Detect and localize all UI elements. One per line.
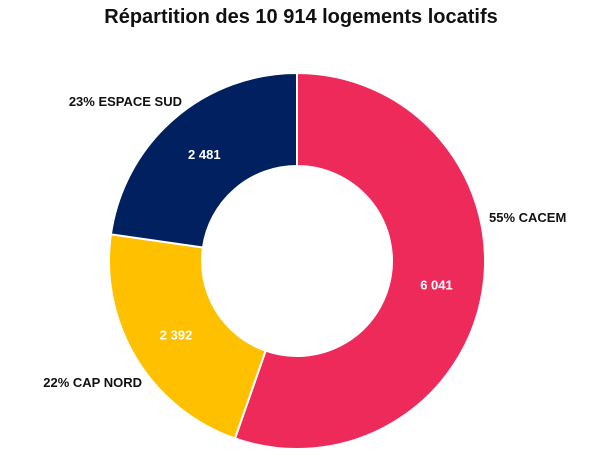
category-labels: 55% CACEM 22% CAP NORD 23% ESPACE SUD (43, 94, 566, 390)
chart-title: Répartition des 10 914 logements locatif… (104, 6, 498, 28)
slice-cap-nord (108, 233, 267, 440)
value-label-espace-sud: 2 481 (188, 147, 221, 162)
value-label-cap-nord: 2 392 (160, 327, 193, 342)
donut-slices (108, 71, 486, 450)
slice-cacem (233, 71, 486, 450)
category-label-espace-sud: 23% ESPACE SUD (69, 94, 182, 109)
value-labels: 6 041 2 392 2 481 (160, 147, 453, 342)
value-label-cacem: 6 041 (420, 278, 453, 293)
category-label-cacem: 55% CACEM (489, 210, 566, 225)
slice-espace-sud (109, 71, 298, 249)
category-label-cap-nord: 22% CAP NORD (43, 375, 142, 390)
